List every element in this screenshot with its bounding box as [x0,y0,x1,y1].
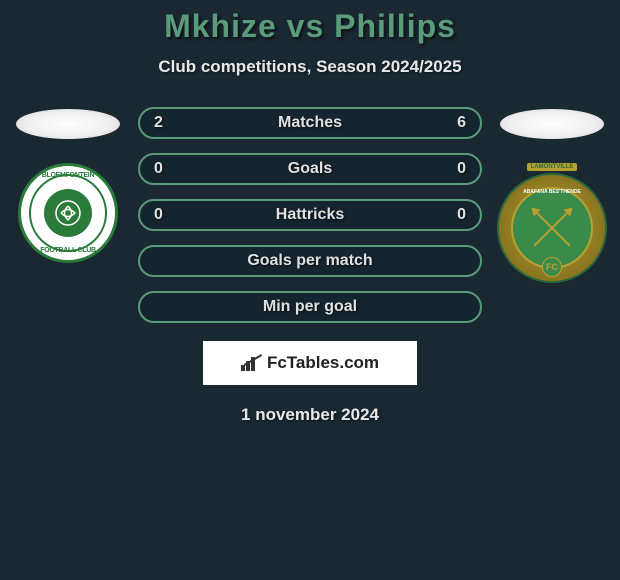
stat-right-value: 0 [457,206,466,224]
player-photo-right [500,109,604,139]
stat-right-value: 6 [457,114,466,132]
logo-left-center [44,189,92,237]
watermark-text: FcTables.com [267,353,379,373]
fctables-logo-icon [241,355,261,371]
stat-left-value: 2 [154,114,163,132]
left-column: BLOEMFONTEIN FOOTBALL CLUB [8,107,128,263]
stat-row-goals: 0 Goals 0 [138,153,482,185]
club-logo-left: BLOEMFONTEIN FOOTBALL CLUB [18,163,118,263]
stats-column: 2 Matches 6 0 Goals 0 0 Hattricks 0 Goal… [128,107,492,323]
stat-label: Min per goal [263,298,357,316]
stat-row-goals-per-match: Goals per match [138,245,482,277]
right-column: LAMONTVILLE ABAFANA BES'THENDE FC [492,107,612,283]
logo-left-inner [29,174,107,252]
watermark: FcTables.com [203,341,417,385]
logo-right-banner-mid: ABAFANA BES'THENDE [523,189,581,195]
footer-date: 1 november 2024 [0,405,620,425]
stat-left-value: 0 [154,160,163,178]
stat-label: Hattricks [276,206,344,224]
stat-left-value: 0 [154,206,163,224]
stat-label: Goals [288,160,332,178]
logo-right-banner-top: LAMONTVILLE [527,163,578,171]
content-row: BLOEMFONTEIN FOOTBALL CLUB 2 Matches 6 0… [0,107,620,323]
club-logo-right: LAMONTVILLE ABAFANA BES'THENDE FC [497,173,607,283]
page-title: Mkhize vs Phillips [0,8,620,45]
stat-label: Goals per match [247,252,372,270]
celtic-knot-icon [53,198,83,228]
header: Mkhize vs Phillips Club competitions, Se… [0,0,620,77]
player-photo-left [16,109,120,139]
stat-row-matches: 2 Matches 6 [138,107,482,139]
stat-label: Matches [278,114,342,132]
page-subtitle: Club competitions, Season 2024/2025 [0,57,620,77]
stat-right-value: 0 [457,160,466,178]
logo-right-fc: FC [542,257,562,277]
stat-row-min-per-goal: Min per goal [138,291,482,323]
logo-left-text-bottom: FOOTBALL CLUB [40,247,95,254]
logo-right-inner: ABAFANA BES'THENDE FC [511,187,593,269]
arrows-cross-icon [532,208,572,248]
stat-row-hattricks: 0 Hattricks 0 [138,199,482,231]
